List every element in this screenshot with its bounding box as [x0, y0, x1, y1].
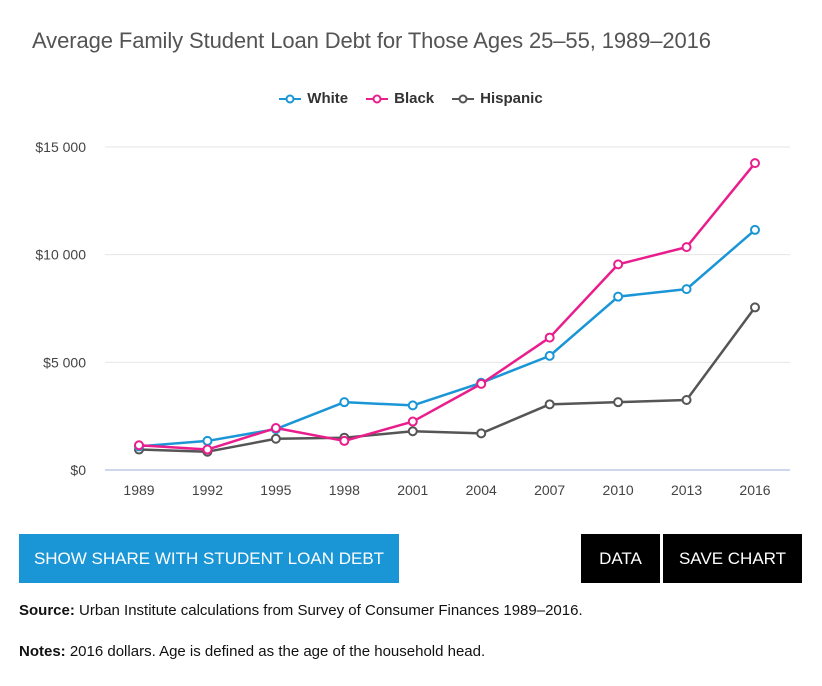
y-tick-label: $0 — [70, 462, 86, 478]
x-tick-label: 1998 — [329, 482, 360, 498]
legend-marker-black — [366, 94, 389, 103]
data-point-hispanic — [476, 428, 487, 439]
x-tick-label: 2016 — [739, 482, 770, 498]
legend-label-black: Black — [394, 90, 435, 107]
data-point-black — [750, 158, 760, 169]
line-chart: $0 $5 000 $10 000 $15 000 1989 1992 1995 1998 20… — [35, 139, 790, 498]
data-point-hispanic — [613, 397, 624, 408]
show-share-button[interactable]: SHOW SHARE WITH STUDENT LOAN DEBT — [19, 534, 399, 583]
data-point-hispanic — [544, 399, 555, 410]
data-point-black — [134, 440, 144, 451]
legend-label-white: White — [307, 90, 349, 107]
legend-marker-white — [279, 94, 302, 103]
x-tick-label: 1995 — [260, 482, 291, 498]
data-point-hispanic — [681, 395, 692, 406]
data-point-white — [613, 291, 624, 302]
source-text: Urban Institute calculations from Survey… — [74, 602, 583, 619]
notes-note: Notes: 2016 dollars. Age is defined as t… — [19, 643, 485, 660]
data-point-white — [339, 397, 350, 408]
legend-item-hispanic[interactable]: Hispanic — [452, 90, 543, 107]
series-line-black — [138, 162, 756, 451]
x-tick-label: 2001 — [397, 482, 428, 498]
data-point-black — [476, 378, 487, 389]
source-label: Source: — [19, 602, 75, 619]
chart-legend: White Black Hispanic — [0, 90, 822, 107]
data-point-black — [544, 332, 555, 343]
series-line-hispanic — [138, 306, 757, 453]
source-note: Source: Urban Institute calculations fro… — [19, 602, 583, 619]
y-tick-label: $15 000 — [35, 139, 86, 155]
data-point-white — [750, 224, 760, 235]
data-point-hispanic — [270, 433, 281, 444]
data-point-black — [270, 423, 281, 434]
data-point-hispanic — [407, 426, 418, 437]
legend-item-white[interactable]: White — [279, 90, 348, 107]
data-point-black — [202, 444, 213, 455]
series-line-white — [138, 228, 756, 448]
data-point-black — [407, 416, 418, 427]
notes-text: 2016 dollars. Age is defined as the age … — [65, 643, 486, 660]
x-tick-label: 1992 — [192, 482, 223, 498]
data-point-white — [681, 284, 692, 295]
data-point-white — [202, 435, 213, 446]
data-point-white — [407, 400, 418, 411]
data-point-white — [544, 350, 555, 361]
data-point-hispanic — [750, 302, 760, 313]
x-tick-label: 2004 — [466, 482, 497, 498]
legend-label-hispanic: Hispanic — [480, 90, 543, 107]
save-chart-button[interactable]: SAVE CHART — [663, 534, 802, 583]
data-point-black — [613, 259, 624, 270]
chart-title: Average Family Student Loan Debt for Tho… — [32, 28, 711, 53]
x-tick-label: 2013 — [671, 482, 702, 498]
notes-label: Notes: — [19, 643, 66, 660]
x-tick-label: 2007 — [534, 482, 565, 498]
data-point-black — [339, 435, 350, 446]
data-point-black — [681, 242, 692, 253]
x-tick-label: 1989 — [123, 482, 154, 498]
y-tick-label: $10 000 — [35, 247, 86, 263]
x-tick-label: 2010 — [603, 482, 634, 498]
data-button[interactable]: DATA — [581, 534, 660, 583]
legend-item-black[interactable]: Black — [366, 90, 434, 107]
y-tick-label: $5 000 — [43, 354, 86, 370]
legend-marker-hispanic — [452, 94, 475, 103]
